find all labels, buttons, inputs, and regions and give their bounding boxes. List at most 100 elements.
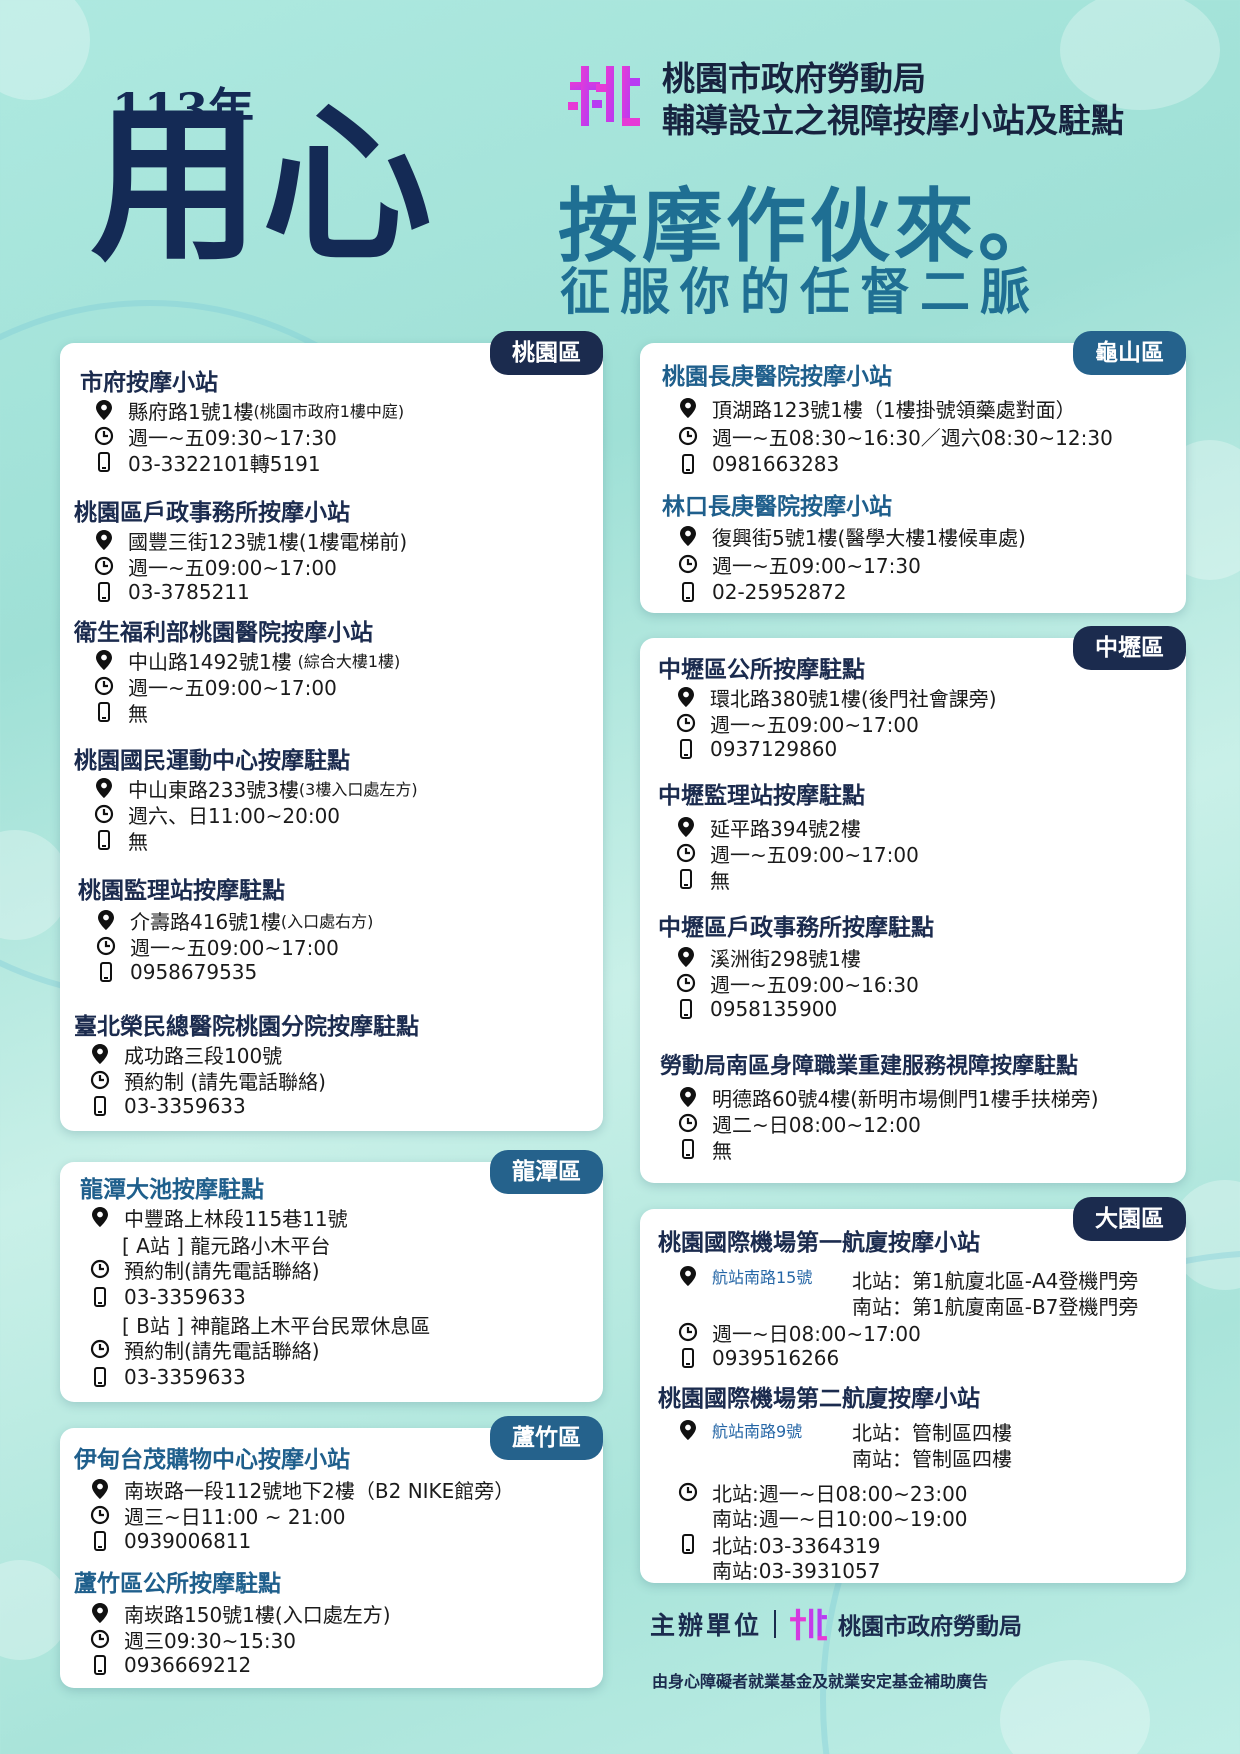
clock-icon [94,555,114,577]
region-card-zhongli: 中壢區 中壢區公所按摩駐點 環北路380號1樓(後門社會課旁) 週一~五09:0… [640,626,1186,1183]
north-site: 北站：管制區四樓 [852,1421,1012,1445]
station-address: 航站南路9號 [678,1417,802,1443]
year-label: 113年 [112,83,255,137]
clock-icon [676,972,696,994]
organizer-name: 桃園市政府勞動局 [662,59,926,98]
region-tag-longtan: 龍潭區 [490,1150,603,1194]
location-pin-icon [678,1265,698,1287]
station-hours: 北站:週一~日08:00~23:00 [678,1479,968,1506]
location-pin-icon [90,1478,110,1500]
organizer-footer: 主辦單位 桃園市政府勞動局 [650,1604,1022,1644]
phone-icon [94,581,114,603]
clock-icon [676,712,696,734]
station-phone: 0981663283 [678,451,839,477]
clock-icon [678,1321,698,1343]
organizer-label: 主辦單位 [650,1611,763,1640]
station-title: 衛生福利部桃園醫院按摩小站 [74,620,373,646]
phone-icon [678,1347,698,1369]
taoyuan-logo-icon [568,66,640,126]
station-address: 國豐三街123號1樓(1樓電梯前) [94,527,407,554]
station-title: 伊甸台茂購物中心按摩小站 [74,1447,350,1473]
station-phone: 0936669212 [90,1652,251,1678]
station-title: 市府按摩小站 [80,370,218,396]
station-address: 中豐路上林段115巷11號 [90,1204,348,1231]
station-title: 蘆竹區公所按摩駐點 [74,1571,281,1597]
station-title: 桃園區戶政事務所按摩小站 [74,500,350,526]
taoyuan-logo-icon [790,1608,827,1641]
station-phone: 03-3359633 [90,1364,246,1390]
station-address: 頂湖路123號1樓（1樓掛號領藥處對面） [678,395,1076,422]
region-card-guishan: 龜山區 桃園長庚醫院按摩小站 頂湖路123號1樓（1樓掛號領藥處對面） 週一~五… [640,331,1186,613]
region-card-longtan: 龍潭區 龍潭大池按摩駐點 中豐路上林段115巷11號 [ A站 ] 龍元路小木平… [60,1150,603,1402]
location-pin-icon [94,529,114,551]
poster-subtitle: 輔導設立之視障按摩小站及駐點 [662,101,1124,140]
clock-icon [678,1481,698,1503]
phone-icon [94,829,114,851]
station-phone: 03-3359633 [90,1284,246,1310]
station-hours: 週一~日08:00~17:00 [678,1319,921,1346]
station-hours: 週一~五09:00~17:00 [676,840,919,867]
region-tag-guishan: 龜山區 [1073,331,1186,375]
station-address: 中山路1492號1樓 (綜合大樓1樓) [94,647,400,674]
phone-icon [676,998,696,1020]
station-hours: 週一~五09:00~17:00 [96,933,339,960]
south-site: 南站：第1航廈南區-B7登機門旁 [852,1295,1139,1319]
station-hours: 週一~五09:00~17:00 [94,553,337,580]
location-pin-icon [676,946,696,968]
clock-icon [94,675,114,697]
station-hours: 週一~五09:00~17:00 [676,710,919,737]
station-hours: 週一~五09:00~17:30 [678,551,921,578]
location-pin-icon [90,1602,110,1624]
north-site: 北站：第1航廈北區-A4登機門旁 [852,1269,1139,1293]
station-title: 桃園監理站按摩駐點 [78,878,285,904]
divider [774,1610,777,1638]
station-phone: 02-25952872 [678,579,846,605]
background-cloud [0,0,90,100]
station-address: 環北路380號1樓(後門社會課旁) [676,684,997,711]
clock-icon [678,553,698,575]
region-card-luzhu: 蘆竹區 伊甸台茂購物中心按摩小站 南崁路一段112號地下2樓（B2 NIKE館旁… [60,1416,603,1688]
station-phone: 無 [678,1136,732,1163]
station-hours: 週一~五09:00~16:30 [676,970,919,997]
station-address: 成功路三段100號 [90,1041,282,1068]
station-hours: 預約制(請先電話聯絡) [90,1336,320,1363]
clock-icon [90,1338,110,1360]
station-phone: 北站:03-3364319 [678,1531,880,1558]
station-title: 桃園國際機場第二航廈按摩小站 [658,1386,980,1412]
location-pin-icon [678,1419,698,1441]
clock-icon [90,1258,110,1280]
slogan-line-2: 征服你的任督二脈 [560,262,1040,321]
clock-icon [678,1112,698,1134]
location-pin-icon [676,816,696,838]
clock-icon [90,1628,110,1650]
station-hours: 週一~五09:00~17:00 [94,673,337,700]
region-tag-dayuan: 大園區 [1073,1197,1186,1241]
station-hours: 週二~日08:00~12:00 [678,1110,921,1137]
station-address: 延平路394號2樓 [676,814,861,841]
phone-icon [90,1286,110,1308]
main-title: 用心 [90,85,435,285]
phone-icon [94,451,114,473]
station-phone: 03-3359633 [90,1093,246,1119]
station-hours: 預約制(請先電話聯絡) [90,1256,320,1283]
phone-icon [90,1654,110,1676]
clock-icon [96,935,116,957]
station-address: 介壽路416號1樓 (入口處右方) [96,907,373,934]
site-a-label: [ A站 ] 龍元路小木平台 [122,1234,331,1258]
station-hours: 週一~五09:30~17:30 [94,423,337,450]
station-address: 縣府路1號1樓 (桃園市政府1樓中庭) [94,397,404,424]
station-phone: 0939516266 [678,1345,839,1371]
south-site: 南站：管制區四樓 [852,1447,1012,1471]
station-address: 明德路60號4樓(新明市場側門1樓手扶梯旁) [678,1084,1099,1111]
clock-icon [678,425,698,447]
station-title: 勞動局南區身障職業重建服務視障按摩駐點 [660,1054,1079,1079]
region-tag-taoyuan: 桃園區 [490,331,603,375]
location-pin-icon [94,399,114,421]
clock-icon [94,803,114,825]
region-card-taoyuan: 桃園區 市府按摩小站 縣府路1號1樓 (桃園市政府1樓中庭) 週一~五09:30~… [60,331,603,1131]
station-hours: 預約制 (請先電話聯絡) [90,1067,326,1094]
phone-icon [94,701,114,723]
station-title: 桃園長庚醫院按摩小站 [662,364,892,390]
station-hours: 週一~五08:30~16:30／週六08:30~12:30 [678,423,1113,450]
region-tag-zhongli: 中壢區 [1073,626,1186,670]
